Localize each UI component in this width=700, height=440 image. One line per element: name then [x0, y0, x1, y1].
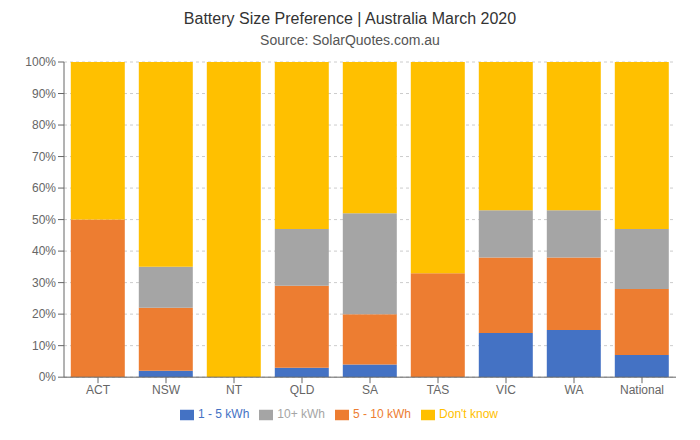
html-text:Battery Size Preference | Aust: Battery Size Preference | Australia Marc… [183, 10, 517, 27]
svg-text:ACT: ACT [86, 383, 111, 397]
svg-text:TAS: TAS [427, 383, 449, 397]
svg-text:0%: 0% [39, 370, 57, 384]
svg-text:SA: SA [362, 383, 378, 397]
svg-text:NT: NT [226, 383, 243, 397]
svg-text:WA: WA [565, 383, 584, 397]
svg-text:50%: 50% [32, 213, 56, 227]
svg-text:National: National [620, 383, 664, 397]
svg-text:40%: 40% [32, 244, 56, 258]
svg-text:70%: 70% [32, 150, 56, 164]
svg-text:QLD: QLD [290, 383, 315, 397]
html-text:1 - 5 kWh: 1 - 5 kWh [198, 407, 250, 422]
svg-text:20%: 20% [32, 307, 56, 321]
svg-text:60%: 60% [32, 181, 56, 195]
html-text:10+ kWh: 10+ kWh [277, 407, 325, 422]
svg-text:90%: 90% [32, 87, 56, 101]
svg-text:NSW: NSW [152, 383, 181, 397]
svg-text:30%: 30% [32, 276, 56, 290]
svg-text:80%: 80% [32, 118, 56, 132]
html-text:Don't know: Don't know [439, 407, 498, 422]
html-text:Source: SolarQuotes.com.au: Source: SolarQuotes.com.au [260, 32, 440, 48]
svg-text:10%: 10% [32, 339, 56, 353]
svg-text:VIC: VIC [496, 383, 516, 397]
html-text:5 - 10 kWh: 5 - 10 kWh [353, 407, 411, 422]
svg-text:100%: 100% [25, 55, 56, 69]
